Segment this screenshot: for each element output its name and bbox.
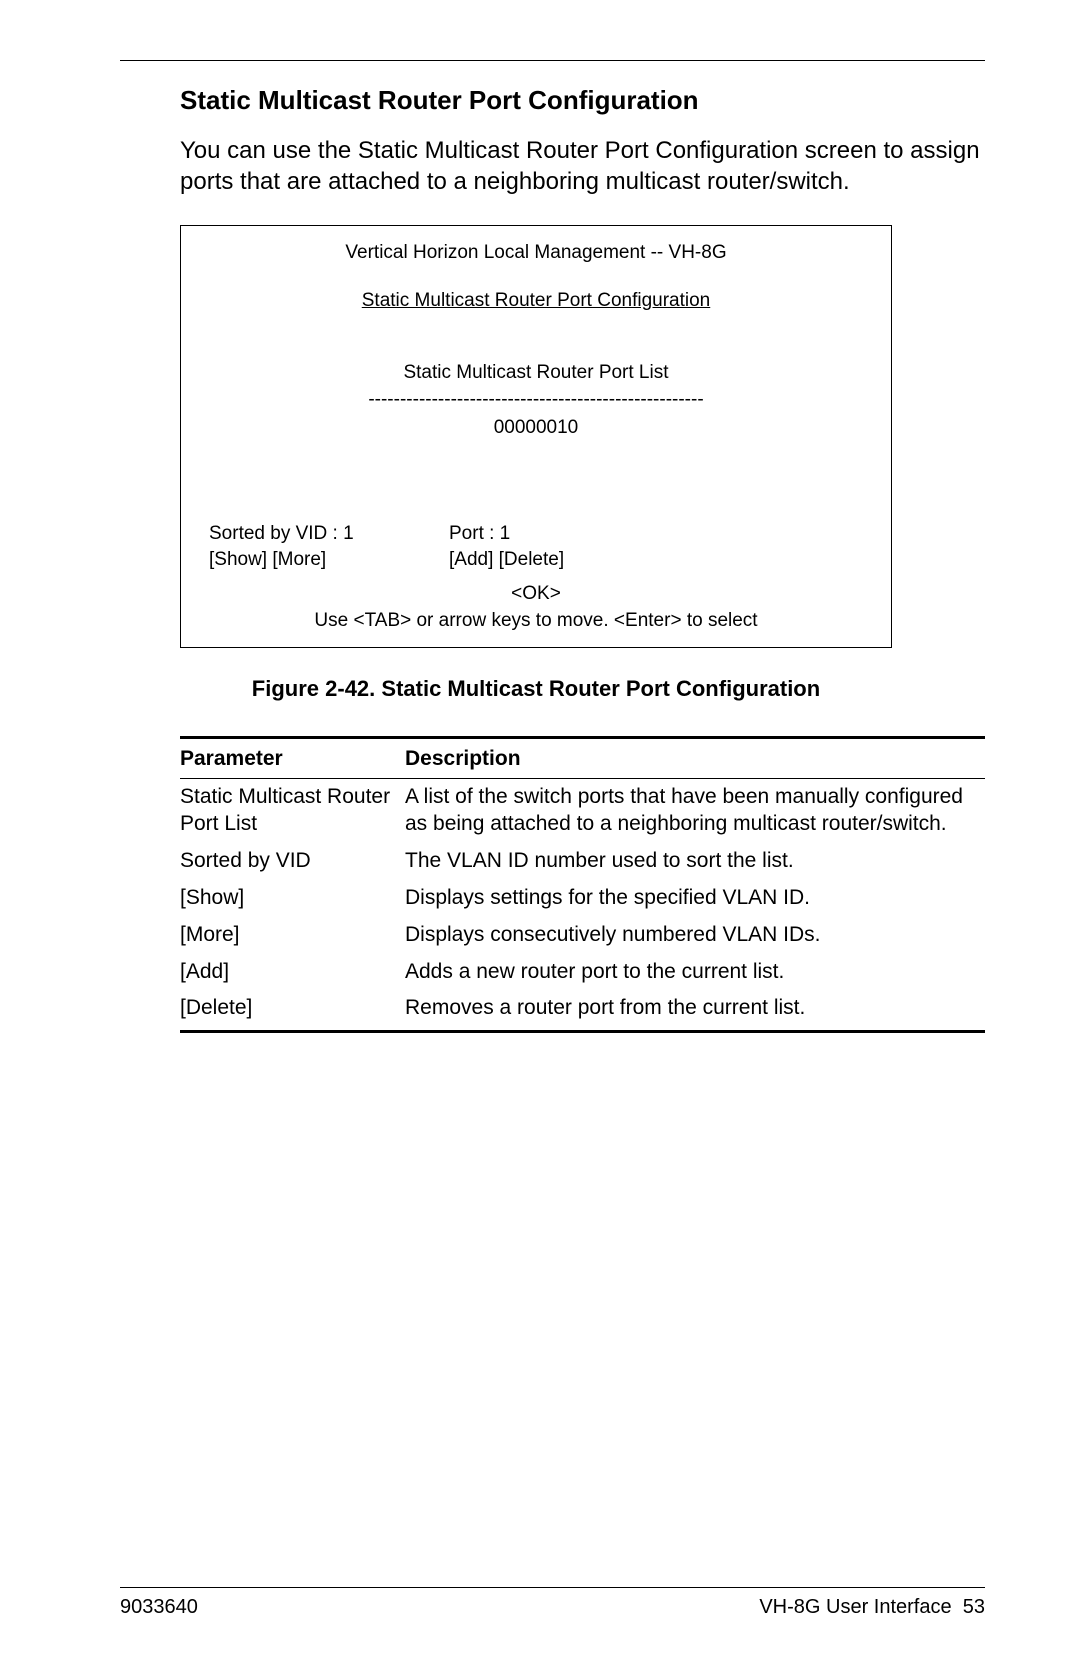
top-rule [120, 60, 985, 61]
terminal-value: 00000010 [209, 415, 863, 441]
table-cell-desc: A list of the switch ports that have bee… [405, 779, 985, 843]
terminal-header-sub: Static Multicast Router Port Configurati… [209, 288, 863, 314]
table-cell-param: [Delete] [180, 990, 405, 1030]
table-cell-desc: Displays settings for the specified VLAN… [405, 880, 985, 917]
terminal-list-title: Static Multicast Router Port List [209, 360, 863, 386]
table-row: [More] Displays consecutively numbered V… [180, 917, 985, 954]
table-header-desc: Description [405, 738, 985, 779]
parameter-table: Parameter Description Static Multicast R… [180, 736, 985, 1030]
terminal-port-label: Port : 1 [449, 521, 510, 547]
footer-page-number: 53 [963, 1596, 985, 1618]
table-row: Static Multicast Router Port List A list… [180, 779, 985, 843]
footer-right: VH-8G User Interface 53 [759, 1596, 985, 1619]
table-cell-param: [Add] [180, 954, 405, 991]
terminal-ok: <OK> [209, 581, 863, 607]
table-cell-param: Static Multicast Router Port List [180, 779, 405, 843]
terminal-sorted-label: Sorted by VID : 1 [209, 521, 449, 547]
table-cell-desc: Adds a new router port to the current li… [405, 954, 985, 991]
table-cell-desc: Removes a router port from the current l… [405, 990, 985, 1030]
table-cell-param: Sorted by VID [180, 843, 405, 880]
page-footer: 9033640 VH-8G User Interface 53 [120, 1587, 985, 1619]
footer-right-label: VH-8G User Interface [759, 1596, 951, 1618]
table-row: Sorted by VID The VLAN ID number used to… [180, 843, 985, 880]
table-cell-desc: The VLAN ID number used to sort the list… [405, 843, 985, 880]
table-cell-param: [Show] [180, 880, 405, 917]
section-intro: You can use the Static Multicast Router … [180, 136, 985, 197]
table-header-param: Parameter [180, 738, 405, 779]
terminal-hint: Use <TAB> or arrow keys to move. <Enter>… [209, 608, 863, 634]
table-bottom-rule [180, 1030, 985, 1033]
footer-left: 9033640 [120, 1596, 198, 1619]
table-row: [Show] Displays settings for the specifi… [180, 880, 985, 917]
terminal-add-delete: [Add] [Delete] [449, 547, 564, 573]
section-title: Static Multicast Router Port Configurati… [180, 85, 985, 116]
table-cell-param: [More] [180, 917, 405, 954]
terminal-show-more: [Show] [More] [209, 547, 449, 573]
terminal-dashes: ----------------------------------------… [209, 387, 863, 413]
table-row: [Delete] Removes a router port from the … [180, 990, 985, 1030]
terminal-header-main: Vertical Horizon Local Management -- VH-… [209, 240, 863, 266]
table-row: [Add] Adds a new router port to the curr… [180, 954, 985, 991]
table-cell-desc: Displays consecutively numbered VLAN IDs… [405, 917, 985, 954]
figure-caption: Figure 2-42. Static Multicast Router Por… [180, 676, 892, 702]
terminal-box: Vertical Horizon Local Management -- VH-… [180, 225, 892, 648]
